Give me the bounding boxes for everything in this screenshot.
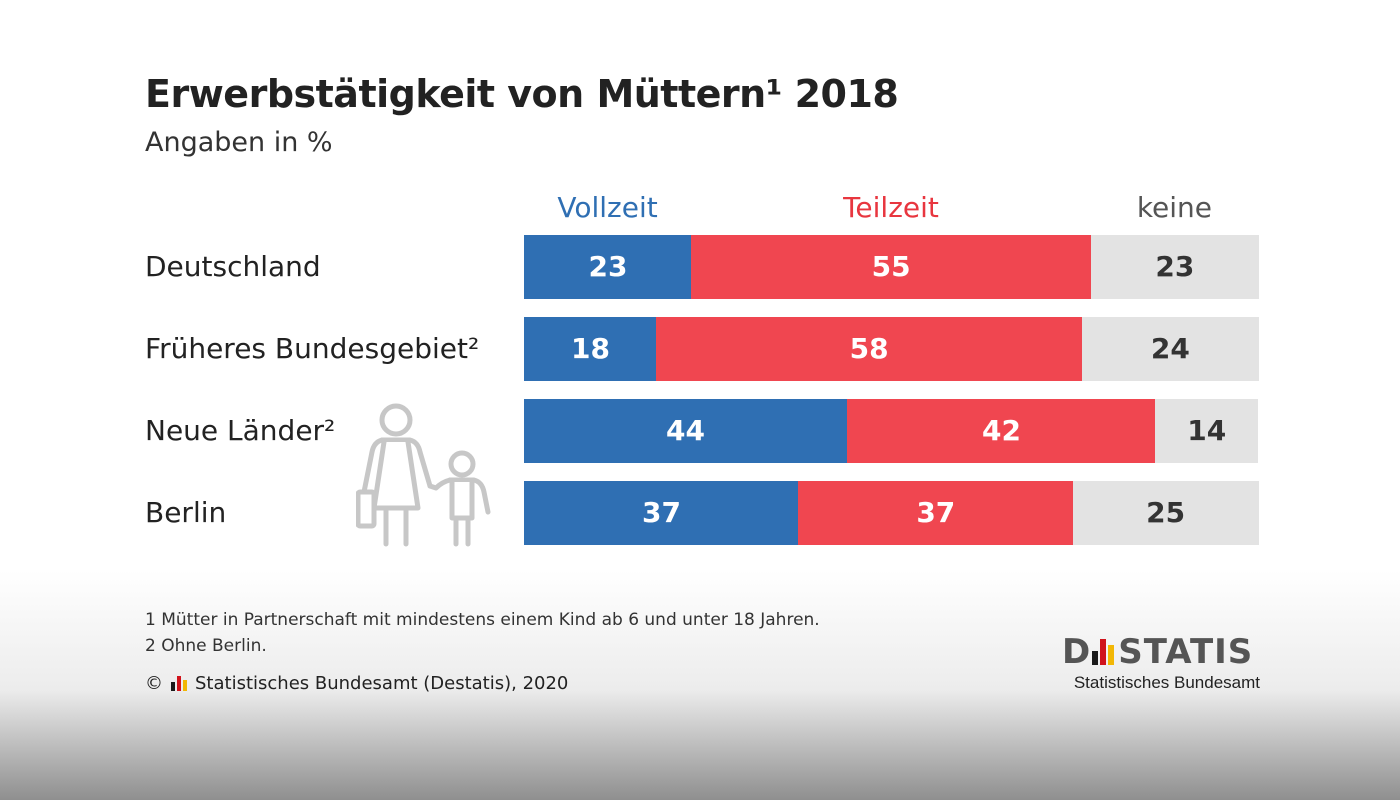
logo-subline: Statistisches Bundesamt (1073, 673, 1260, 692)
legend-item-1: Teilzeit (843, 191, 939, 224)
footnote-2: 2 Ohne Berlin. (145, 636, 267, 656)
source-line: © Statistisches Bundesamt (Destatis), 20… (145, 673, 568, 694)
category-label-3: Berlin (145, 496, 227, 529)
logo-bars-icon (1092, 639, 1116, 665)
bar-segment: 18 (524, 317, 657, 381)
footnote-1: 1 Mütter in Partnerschaft mit mindestens… (145, 610, 820, 630)
category-label-0: Deutschland (145, 250, 321, 283)
bar-segment: 23 (524, 235, 692, 299)
logo-word-prefix: D (1062, 632, 1092, 672)
bar-segment: 23 (1090, 235, 1259, 299)
bar-segment: 44 (524, 399, 847, 463)
bar-segment: 25 (1072, 481, 1259, 545)
bar-segment: 58 (656, 317, 1083, 381)
bar-segment: 14 (1155, 399, 1259, 463)
destatis-flag-icon (171, 676, 189, 691)
legend-item-0: Vollzeit (557, 191, 658, 224)
category-label-1: Früheres Bundesgebiet² (145, 332, 480, 365)
destatis-logo: D STATIS Statistisches Bundesamt (1062, 632, 1262, 698)
chart-subtitle: Angaben in % (145, 127, 333, 158)
bar-segment: 42 (846, 399, 1156, 463)
legend-item-2: keine (1136, 191, 1213, 224)
bar-segment: 24 (1081, 317, 1259, 381)
logo-wordmark: D STATIS (1062, 632, 1253, 672)
bar-segment: 37 (798, 481, 1074, 545)
bar-segment: 55 (691, 235, 1092, 299)
source-text: Statistisches Bundesamt (Destatis), 2020 (195, 673, 569, 694)
copyright-symbol: © (145, 673, 163, 694)
logo-word-suffix: STATIS (1118, 632, 1254, 672)
bar-segment: 37 (524, 481, 799, 545)
category-label-2: Neue Länder² (145, 414, 336, 447)
mother-with-child-icon (355, 400, 498, 548)
chart-title: Erwerbstätigkeit von Müttern¹ 2018 (145, 72, 899, 116)
